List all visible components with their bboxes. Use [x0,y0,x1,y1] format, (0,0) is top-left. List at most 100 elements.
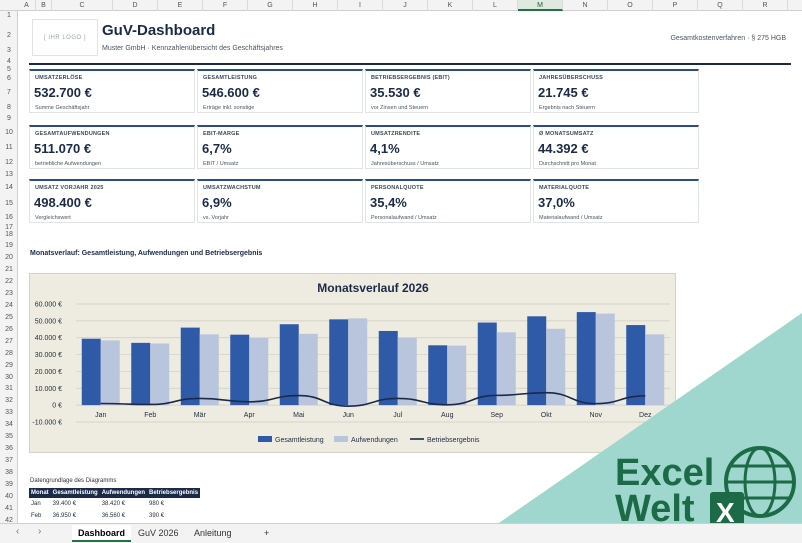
row-header-19[interactable]: 19 [5,242,13,249]
row-header-21[interactable]: 21 [5,265,13,273]
kpi-label: JAHRESÜBERSCHUSS [539,75,604,81]
column-header-o[interactable]: O [608,0,653,11]
kpi-card[interactable]: EBIT-MARGE 6,7% EBIT / Umsatz [197,125,363,169]
row-header-30[interactable]: 30 [5,373,13,381]
kpi-card[interactable]: UMSATZERLÖSE 532.700 € Summe Geschäftsjahr [29,69,195,113]
row-header-15[interactable]: 15 [5,200,13,207]
column-header-g[interactable]: G [248,0,293,11]
data-caption: Datengrundlage des Diagramms [30,478,117,484]
row-header-41[interactable]: 41 [5,504,13,512]
kpi-card[interactable]: JAHRESÜBERSCHUSS 21.745 € Ergebnis nach St… [533,69,699,113]
row-header-32[interactable]: 32 [5,397,13,405]
row-header-3[interactable]: 3 [7,47,11,54]
row-header-20[interactable]: 20 [5,254,13,261]
row-header-33[interactable]: 33 [5,409,13,417]
column-header-m[interactable]: M [518,0,563,11]
row-header-37[interactable]: 37 [5,457,13,465]
kpi-card[interactable]: BETRIEBSERGEBNIS (EBIT) 35.530 € vor Zinse… [365,69,531,113]
tab-dashboard[interactable]: Dashboard [72,525,132,542]
row-header-18[interactable]: 18 [5,231,13,238]
column-header-r[interactable]: R [743,0,788,11]
column-header-p[interactable]: P [653,0,698,11]
kpi-card[interactable]: UMSATZ VORJAHR 2025 498.400 € Vergleichswe… [29,179,195,223]
row-header-12[interactable]: 12 [5,159,13,166]
table-cell[interactable]: 39.400 € [52,501,77,507]
row-header-25[interactable]: 25 [5,313,13,321]
kpi-card[interactable]: UMSATZWACHSTUM 6,9% vs. Vorjahr [197,179,363,223]
row-header-6[interactable]: 6 [7,75,11,82]
row-header-31[interactable]: 31 [5,385,13,393]
header-divider [29,63,791,65]
row-header-14[interactable]: 14 [5,184,13,191]
table-cell[interactable]: Jan [31,501,41,507]
bar-aufwendungen [199,334,219,406]
column-header-j[interactable]: J [383,0,428,11]
kpi-card[interactable]: MATERIALQUOTE 37,0% Materialaufwand / Umsa… [533,179,699,223]
column-header-n[interactable]: N [563,0,608,11]
row-header-28[interactable]: 28 [5,349,13,357]
row-header-42[interactable]: 42 [5,516,13,524]
column-header-f[interactable]: F [203,0,248,11]
row-header-35[interactable]: 35 [5,433,13,441]
row-header-26[interactable]: 26 [5,325,13,333]
table-cell[interactable]: Feb [31,513,42,519]
chart-monatsverlauf[interactable]: Monatsverlauf 2026 60.000 € 50.000 € 40.000… [29,273,676,453]
row-header-5[interactable]: 5 [7,66,11,73]
row-header-7[interactable]: 7 [7,89,11,96]
column-header-k[interactable]: K [428,0,473,11]
kpi-card[interactable]: UMSATZRENDITE 4,1% Jahresüberschuss / Umsa… [365,125,531,169]
tab-anleitung[interactable]: Anleitung [194,528,232,538]
column-header-b[interactable]: B [36,0,52,11]
row-header-10[interactable]: 10 [5,129,13,136]
column-header-d[interactable]: D [113,0,158,11]
column-header-i[interactable]: I [338,0,383,11]
kpi-card[interactable]: Ø MONATSUMSATZ 44.392 € Durchschnitt pro M… [533,125,699,169]
kpi-value: 532.700 € [34,85,92,100]
x-tick-label: Okt [541,412,552,419]
y-tick-label: 20.000 € [35,369,62,376]
row-header-2[interactable]: 2 [7,32,11,39]
row-header-16[interactable]: 16 [5,214,13,221]
table-cell[interactable]: 36.560 € [101,513,126,519]
column-header-h[interactable]: H [293,0,338,11]
row-header-4[interactable]: 4 [7,58,11,65]
kpi-card[interactable]: GESAMTLEISTUNG 546.600 € Erträge inkl. son… [197,69,363,113]
column-header-e[interactable]: E [158,0,203,11]
column-header-c[interactable]: C [52,0,113,11]
row-header-34[interactable]: 34 [5,421,13,429]
table-cell[interactable]: 36.950 € [52,513,77,519]
row-header-36[interactable]: 36 [5,445,13,453]
kpi-card[interactable]: PERSONALQUOTE 35,4% Personalaufwand / Umsa… [365,179,531,223]
kpi-card[interactable]: GESAMTAUFWENDUNGEN 511.070 € betriebliche … [29,125,195,169]
table-cell[interactable]: 390 € [149,513,165,519]
add-sheet-button[interactable]: + [264,528,270,538]
row-header-39[interactable]: 39 [5,481,13,489]
tab-scroll-right-icon[interactable]: › [38,526,42,537]
row-header-38[interactable]: 38 [5,469,13,477]
tab-scroll-left-icon[interactable]: ‹ [16,526,20,537]
worksheet-dashboard[interactable]: [ IHR LOGO ] GuV-Dashboard Muster GmbH ·… [18,11,802,523]
table-row: Jan 39.400 € 38.420 € 980 € [29,498,200,510]
y-tick-label: 40.000 € [35,335,62,342]
row-header-40[interactable]: 40 [5,493,13,500]
row-header-24[interactable]: 24 [5,301,13,309]
row-header-17[interactable]: 17 [5,224,13,231]
row-header-23[interactable]: 23 [5,289,13,297]
row-header-22[interactable]: 22 [5,277,13,285]
kpi-value: 37,0% [538,195,575,210]
row-header-9[interactable]: 9 [7,115,11,122]
table-cell[interactable]: 38.420 € [101,501,126,507]
row-header-8[interactable]: 8 [7,104,11,111]
row-header-1[interactable]: 1 [7,12,11,19]
table-cell[interactable]: 980 € [149,501,165,507]
tab-guv-2026[interactable]: GuV 2026 [138,528,179,538]
row-header-11[interactable]: 11 [5,144,13,151]
column-header-l[interactable]: L [473,0,518,11]
row-header-13[interactable]: 13 [5,171,13,178]
row-header-29[interactable]: 29 [5,361,13,369]
column-header-q[interactable]: Q [698,0,743,11]
column-header-a[interactable]: A [18,0,36,11]
row-header-27[interactable]: 27 [5,337,13,345]
y-tick-label: 60.000 € [35,302,62,309]
kpi-subtext: Summe Geschäftsjahr [35,105,90,111]
